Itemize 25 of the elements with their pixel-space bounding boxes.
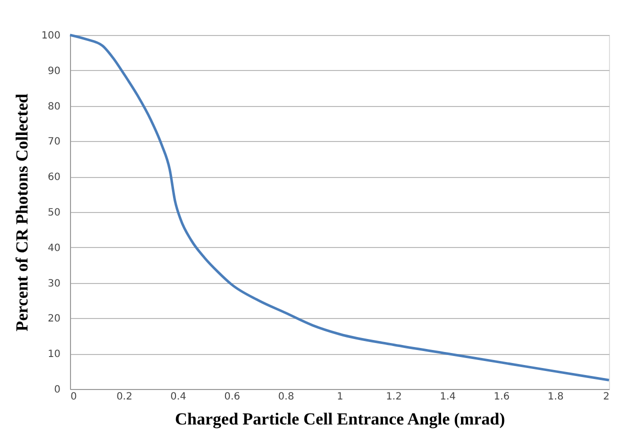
x-tick-label: 0.6 — [224, 392, 240, 402]
x-tick-label: 0.8 — [278, 392, 294, 402]
x-tick-label: 0 — [70, 392, 77, 402]
y-tick-label: 30 — [48, 278, 60, 290]
x-tick-label: 1.6 — [494, 392, 510, 402]
line-series — [68, 34, 610, 382]
x-axis-title: Charged Particle Cell Entrance Angle (mrad) — [174, 410, 506, 428]
x-tick-label: 2 — [603, 392, 610, 402]
y-tick-label: 10 — [48, 349, 60, 360]
y-tick-label: 90 — [48, 66, 60, 77]
y-tick-label: 50 — [48, 208, 60, 218]
x-tick-label: 1.4 — [440, 392, 456, 402]
y-tick-label: 60 — [48, 172, 60, 184]
x-tick-label: 1.8 — [548, 392, 564, 402]
y-tick-label: 40 — [48, 242, 60, 254]
x-tick-label: 0.4 — [170, 392, 186, 402]
x-tick-label: 1.2 — [386, 392, 402, 402]
y-tick-label: 100 — [41, 30, 60, 42]
x-tick-label: 0.2 — [116, 392, 132, 402]
y-axis-title: Percent of CR Photons Collected — [12, 93, 32, 332]
y-tick-label: 20 — [48, 314, 60, 325]
y-tick-label: 80 — [48, 101, 60, 112]
y-tick-label: 70 — [48, 136, 60, 148]
x-tick-label: 1 — [336, 392, 344, 402]
y-tick-label: 0 — [54, 384, 60, 396]
